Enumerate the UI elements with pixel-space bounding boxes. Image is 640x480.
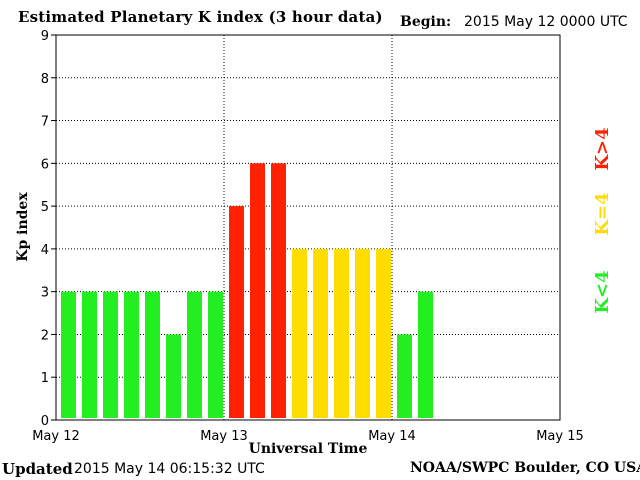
x-tick-labels: May 12 May 13 May 14 May 15 (32, 429, 584, 444)
y-tick-label: 2 (41, 328, 49, 343)
y-tick-label: 0 (41, 414, 49, 429)
y-tick-label: 1 (41, 371, 49, 386)
kp-bar (313, 248, 328, 418)
legend-k-less-4: K<4 (592, 270, 613, 313)
kp-bar (376, 248, 391, 418)
x-tick-label: May 13 (200, 429, 248, 444)
kp-bar (292, 248, 307, 418)
kp-bar (82, 291, 97, 418)
y-tick-label: 5 (41, 200, 49, 215)
x-tick-label: May 12 (32, 429, 80, 444)
x-axis-label: Universal Time (249, 441, 368, 457)
legend-k-greater-4: K>4 (592, 127, 613, 170)
kp-bar (334, 248, 349, 418)
plot-frame (55, 34, 561, 421)
kp-bar (229, 206, 244, 418)
kp-bar (208, 291, 223, 418)
y-tick-label: 4 (41, 243, 49, 258)
y-tick-label: 7 (41, 115, 49, 130)
y-tick-label: 9 (41, 29, 49, 44)
kp-bar (124, 291, 139, 418)
kp-bar (145, 291, 160, 418)
kp-bar (61, 291, 76, 418)
x-tick-label: May 15 (536, 429, 584, 444)
updated-value: 2015 May 14 06:15:32 UTC (74, 461, 265, 477)
kp-bar (187, 291, 202, 418)
kp-bar (418, 291, 433, 418)
y-tick-labels: 0 1 2 3 4 5 6 7 8 9 (41, 29, 49, 429)
chart-title: Estimated Planetary K index (3 hour data… (18, 8, 383, 26)
updated-label: Updated (2, 460, 73, 478)
x-tick-label: May 14 (368, 429, 416, 444)
legend-k-equal-4: K=4 (592, 192, 613, 235)
grid-lines (51, 34, 560, 421)
y-tick-label: 3 (41, 286, 49, 301)
kp-bar (103, 291, 118, 418)
kp-bar (250, 163, 265, 418)
y-tick-label: 8 (41, 72, 49, 87)
begin-value: 2015 May 12 0000 UTC (464, 14, 628, 30)
begin-label: Begin: (400, 14, 452, 30)
y-axis-label: Kp index (15, 192, 31, 262)
kp-bar (271, 163, 286, 418)
kp-bar (397, 334, 412, 418)
credit-text: NOAA/SWPC Boulder, CO USA (410, 460, 640, 476)
kp-bar (355, 248, 370, 418)
bars (61, 163, 433, 418)
y-tick-label: 6 (41, 157, 49, 172)
kp-bar (166, 334, 181, 418)
